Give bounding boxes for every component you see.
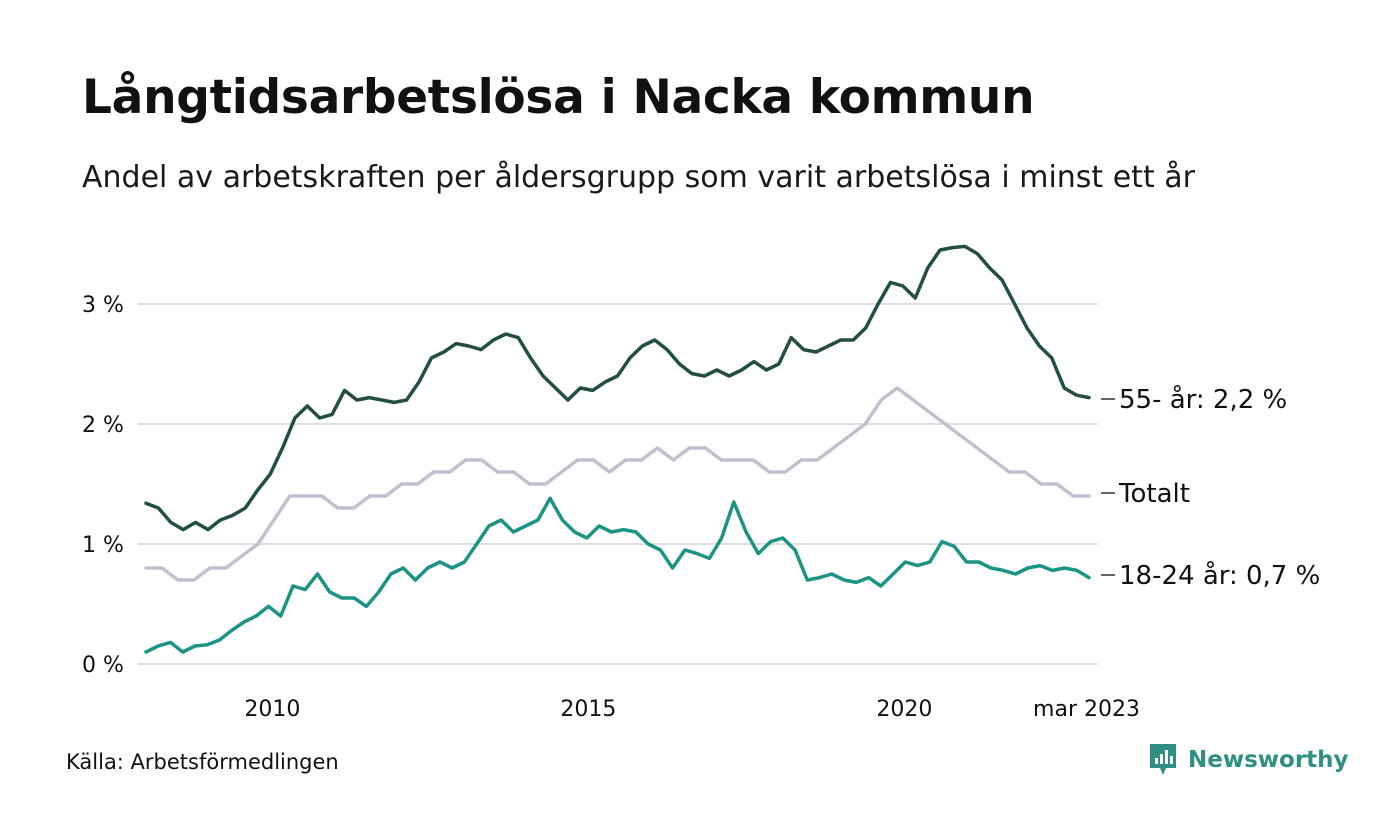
y-tick-label: 2 % [82,413,124,438]
y-tick-label: 3 % [82,293,124,318]
x-tick-label: 2020 [876,697,932,722]
source-note: Källa: Arbetsförmedlingen [66,750,339,774]
brand-name: Newsworthy [1188,747,1349,773]
series-lines [144,244,1091,654]
brand-logo: Newsworthy [1148,742,1349,778]
newsworthy-logo-icon [1150,744,1176,775]
x-tick-label: 2015 [560,697,616,722]
axis-and-end-labels: 0 % 1 % 2 % 3 % 2010 2015 2020 mar 2023 55- år: … [82,293,1320,722]
series-line-age18_24 [144,496,1091,654]
y-tick-label: 1 % [82,533,124,558]
y-tick-label: 0 % [82,653,124,678]
end-label-age55: 55- år: 2,2 % [1119,384,1287,415]
x-tick-label: mar 2023 [1033,697,1140,722]
end-label-total: Totalt [1118,479,1190,509]
end-label-age18_24: 18-24 år: 0,7 % [1119,560,1320,591]
series-line-age55 [144,244,1091,532]
chart-subtitle: Andel av arbetskraften per åldersgrupp s… [82,160,1195,195]
series-line-total [144,386,1091,582]
x-tick-label: 2010 [244,697,300,722]
grid-lines [138,303,1097,665]
chart-title: Långtidsarbetslösa i Nacka kommun [82,70,1035,125]
